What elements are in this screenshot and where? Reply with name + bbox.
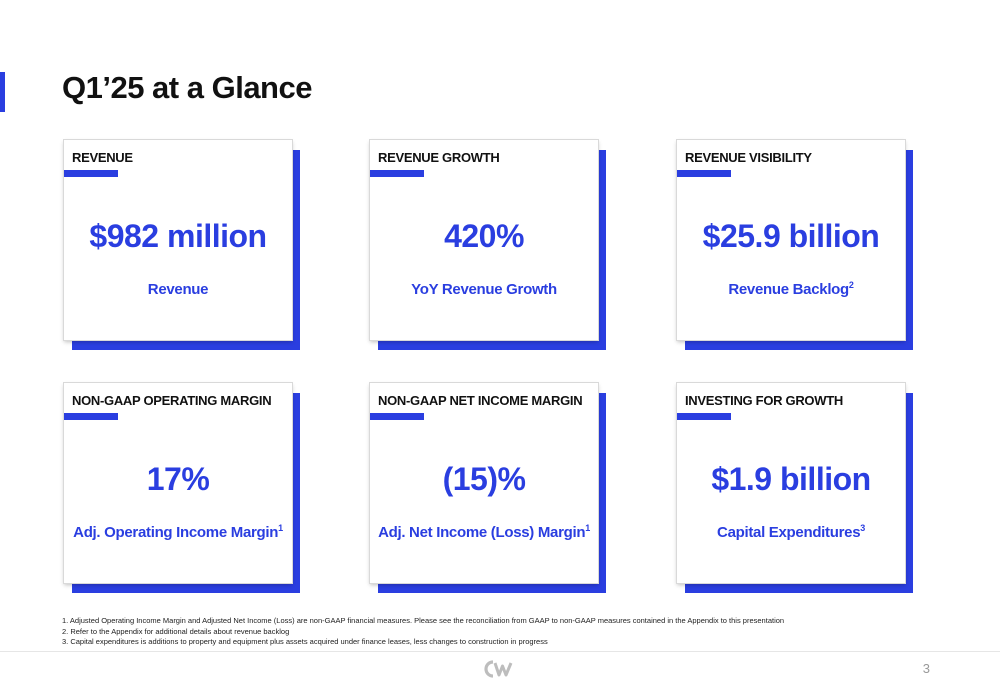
- card-revenue-visibility: REVENUE VISIBILITY $25.9 billion Revenue…: [677, 140, 913, 350]
- card-label: REVENUE VISIBILITY: [685, 150, 812, 165]
- footnote: 2. Refer to the Appendix for additional …: [62, 626, 290, 636]
- card-revenue: REVENUE $982 million Revenue: [64, 140, 300, 350]
- card-label: NON-GAAP OPERATING MARGIN: [72, 393, 272, 408]
- title-accent-bar: [0, 72, 5, 112]
- label-underline: [677, 170, 731, 177]
- label-underline: [370, 413, 424, 420]
- card-subtitle: Revenue Backlog2: [728, 280, 854, 298]
- card-label: REVENUE GROWTH: [378, 150, 500, 165]
- card-subtitle: Adj. Operating Income Margin1: [73, 523, 283, 541]
- cw-logo-icon: [484, 660, 513, 678]
- label-underline: [64, 413, 118, 420]
- card-label: REVENUE: [72, 150, 133, 165]
- card-subtitle: YoY Revenue Growth: [411, 281, 557, 298]
- label-underline: [64, 170, 118, 177]
- card-value: 17%: [146, 461, 210, 497]
- card-value: $982 million: [89, 218, 267, 254]
- card-label: INVESTING FOR GROWTH: [685, 393, 843, 408]
- card-value: (15)%: [442, 461, 526, 497]
- footnote: 3. Capital expenditures is additions to …: [62, 637, 548, 646]
- card-value: $1.9 billion: [711, 461, 871, 497]
- page-number: 3: [922, 661, 930, 676]
- card-value: $25.9 billion: [702, 218, 880, 254]
- card-subtitle: Revenue: [147, 281, 209, 298]
- card-label: NON-GAAP NET INCOME MARGIN: [378, 393, 583, 408]
- label-underline: [677, 413, 731, 420]
- card-non-gaap-operating-margin: NON-GAAP OPERATING MARGIN 17% Adj. Opera…: [64, 383, 300, 593]
- footer-divider: [0, 651, 1000, 652]
- label-underline: [370, 170, 424, 177]
- card-subtitle: Adj. Net Income (Loss) Margin1: [378, 523, 590, 541]
- card-subtitle: Capital Expenditures3: [717, 523, 865, 541]
- page-title: Q1’25 at a Glance: [62, 70, 312, 105]
- card-non-gaap-net-income-margin: NON-GAAP NET INCOME MARGIN (15)% Adj. Ne…: [370, 383, 606, 593]
- card-investing-for-growth: INVESTING FOR GROWTH $1.9 billion Capita…: [677, 383, 913, 593]
- card-value: 420%: [444, 218, 524, 254]
- card-revenue-growth: REVENUE GROWTH 420% YoY Revenue Growth: [370, 140, 606, 350]
- footnote: 1. Adjusted Operating Income Margin and …: [62, 616, 785, 625]
- footnotes: 1. Adjusted Operating Income Margin and …: [62, 616, 784, 648]
